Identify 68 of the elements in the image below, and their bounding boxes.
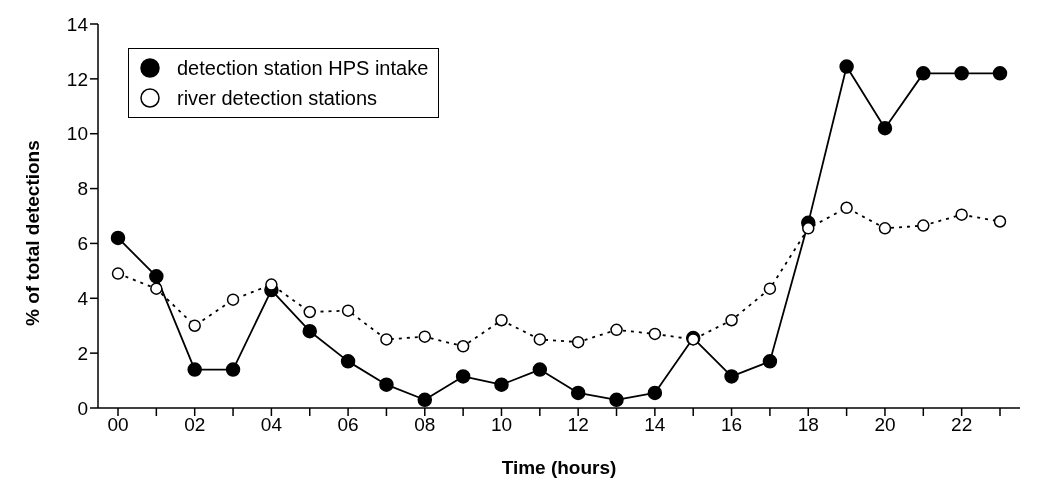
x-tick-label: 14 [644, 414, 666, 436]
y-tick-label: 14 [66, 13, 89, 35]
y-axis-title: % of total detections [21, 140, 43, 326]
point [725, 313, 738, 327]
legend-label: detection station HPS intake [177, 56, 429, 81]
point [187, 362, 202, 377]
point [379, 377, 394, 392]
point [341, 304, 355, 317]
point [724, 369, 739, 384]
point [992, 66, 1008, 81]
point [495, 313, 508, 327]
point [993, 215, 1007, 228]
x-tick-label: 08 [414, 414, 436, 436]
y-tick-label: 8 [77, 178, 88, 200]
y-tick-label: 2 [77, 342, 88, 364]
x-tick-label: 10 [490, 414, 513, 436]
y-tick-label: 4 [77, 288, 89, 310]
point [340, 354, 356, 369]
point [225, 362, 241, 377]
x-tick-label: 00 [107, 414, 129, 436]
point [610, 323, 623, 337]
point [302, 323, 317, 339]
point [532, 362, 548, 377]
y-tick-label: 12 [66, 68, 88, 90]
x-tick-label: 02 [184, 414, 206, 436]
point [878, 222, 892, 235]
point [417, 392, 433, 408]
x-tick-label: 04 [260, 414, 283, 436]
point [802, 222, 815, 235]
point [110, 230, 126, 246]
x-tick-label: 12 [567, 414, 589, 436]
point [149, 269, 164, 284]
x-tick-label: 20 [874, 414, 896, 436]
point [226, 293, 240, 306]
x-tick-label: 22 [951, 414, 973, 436]
point [647, 385, 663, 401]
point [494, 377, 509, 392]
point [188, 319, 201, 332]
point [456, 340, 470, 353]
point [455, 369, 471, 384]
point [265, 278, 278, 291]
point [955, 208, 968, 221]
point [877, 120, 893, 136]
y-tick-label: 6 [77, 233, 88, 255]
x-tick-label: 06 [337, 414, 359, 436]
point [916, 66, 931, 81]
point [571, 335, 585, 349]
point [418, 330, 432, 343]
x-axis-title: Time (hours) [501, 457, 617, 478]
y-tick-label: 0 [77, 397, 88, 419]
point [303, 305, 316, 319]
point [763, 282, 777, 295]
point [762, 354, 778, 369]
point [840, 201, 853, 215]
point [533, 333, 547, 346]
point [917, 219, 930, 232]
point [954, 66, 969, 81]
point [648, 327, 662, 341]
point [839, 59, 854, 74]
x-tick-label: 16 [720, 414, 743, 436]
point [609, 392, 624, 408]
x-tick-label: 18 [797, 414, 819, 436]
y-tick-label: 10 [66, 123, 88, 145]
legend-label: river detection stations [177, 86, 378, 111]
point [150, 282, 163, 295]
point [380, 333, 393, 346]
point [570, 385, 586, 401]
point [111, 267, 125, 280]
